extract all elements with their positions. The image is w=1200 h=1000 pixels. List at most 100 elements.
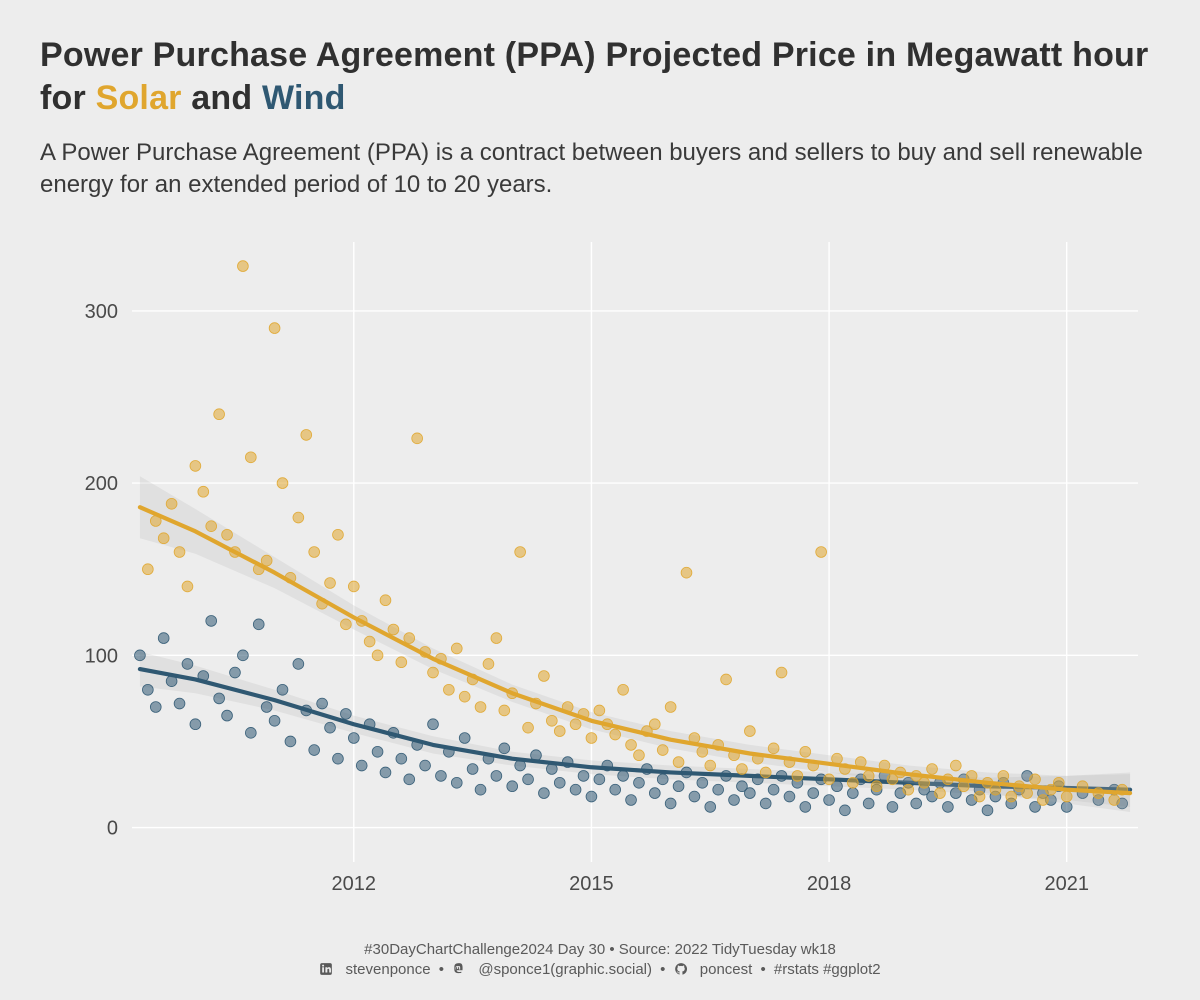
wind-point [824,794,835,805]
solar-point [451,643,462,654]
wind-point [380,767,391,778]
solar-point [816,546,827,557]
solar-point [491,632,502,643]
title-wind-word: Wind [262,79,346,117]
solar-point [871,781,882,792]
wind-point [942,801,953,812]
solar-point [388,624,399,635]
wind-point [760,798,771,809]
solar-point [206,521,217,532]
solar-point [594,705,605,716]
github-icon [674,962,688,976]
wind-point [230,667,241,678]
wind-point [570,784,581,795]
solar-point [412,433,423,444]
solar-point [333,529,344,540]
wind-point [372,746,383,757]
wind-point [317,698,328,709]
ytick-label: 0 [107,817,118,839]
ytick-label: 100 [85,645,118,667]
solar-point [269,322,280,333]
wind-point [269,715,280,726]
wind-point [594,774,605,785]
wind-point [135,650,146,661]
solar-point [459,691,470,702]
wind-point [396,753,407,764]
wind-point [356,760,367,771]
wind-point [982,805,993,816]
wind-point [491,770,502,781]
solar-point [166,498,177,509]
solar-point [539,670,550,681]
solar-point [760,767,771,778]
solar-point [198,486,209,497]
solar-point [546,715,557,726]
solar-point [705,760,716,771]
solar-point [428,667,439,678]
solar-point [222,529,233,540]
wind-point [190,719,201,730]
wind-point [206,615,217,626]
solar-point [515,546,526,557]
chart-panel: 01002003002012201520182021 [40,224,1160,934]
wind-point [253,619,264,630]
solar-point [950,760,961,771]
solar-point [1038,794,1049,805]
wind-point [436,770,447,781]
wind-point [348,732,359,743]
wind-point [340,708,351,719]
solar-point [681,567,692,578]
solar-point [665,701,676,712]
xtick-label: 2021 [1044,873,1089,895]
wind-point [309,744,320,755]
wind-point [245,727,256,738]
solar-point [927,763,938,774]
wind-point [911,798,922,809]
title-solar-word: Solar [96,79,182,117]
xtick-label: 2015 [569,873,614,895]
solar-point [974,791,985,802]
solar-point [586,732,597,743]
wind-point [214,693,225,704]
wind-point [618,770,629,781]
solar-point [824,774,835,785]
solar-point [182,581,193,592]
chart-page: Power Purchase Agreement (PPA) Projected… [0,0,1200,1000]
wind-point [420,760,431,771]
solar-point [214,409,225,420]
wind-point [689,791,700,802]
wind-point [158,632,169,643]
solar-point [237,260,248,271]
wind-point [626,794,637,805]
wind-point [467,763,478,774]
solar-point [554,725,565,736]
wind-point [293,658,304,669]
linkedin-icon [319,962,333,976]
solar-point [618,684,629,695]
solar-point [348,581,359,592]
caption-github: poncest [700,961,753,978]
wind-point [475,784,486,795]
solar-point [744,725,755,736]
wind-point [744,787,755,798]
solar-point [1030,774,1041,785]
solar-point [325,577,336,588]
caption-line1: #30DayChartChallenge2024 Day 30 • Source… [40,940,1160,960]
wind-point [729,794,740,805]
solar-point [610,729,621,740]
caption-linkedin: stevenponce [346,961,431,978]
wind-point [657,774,668,785]
solar-point [570,719,581,730]
caption-mastodon: @sponce1(graphic.social) [478,961,652,978]
mastodon-icon [452,962,466,976]
solar-point [364,636,375,647]
wind-point [800,801,811,812]
wind-point [142,684,153,695]
wind-point [768,784,779,795]
solar-point [1061,791,1072,802]
solar-point [293,512,304,523]
solar-point [340,619,351,630]
wind-point [404,774,415,785]
title-mid: and [182,79,262,117]
solar-point [174,546,185,557]
